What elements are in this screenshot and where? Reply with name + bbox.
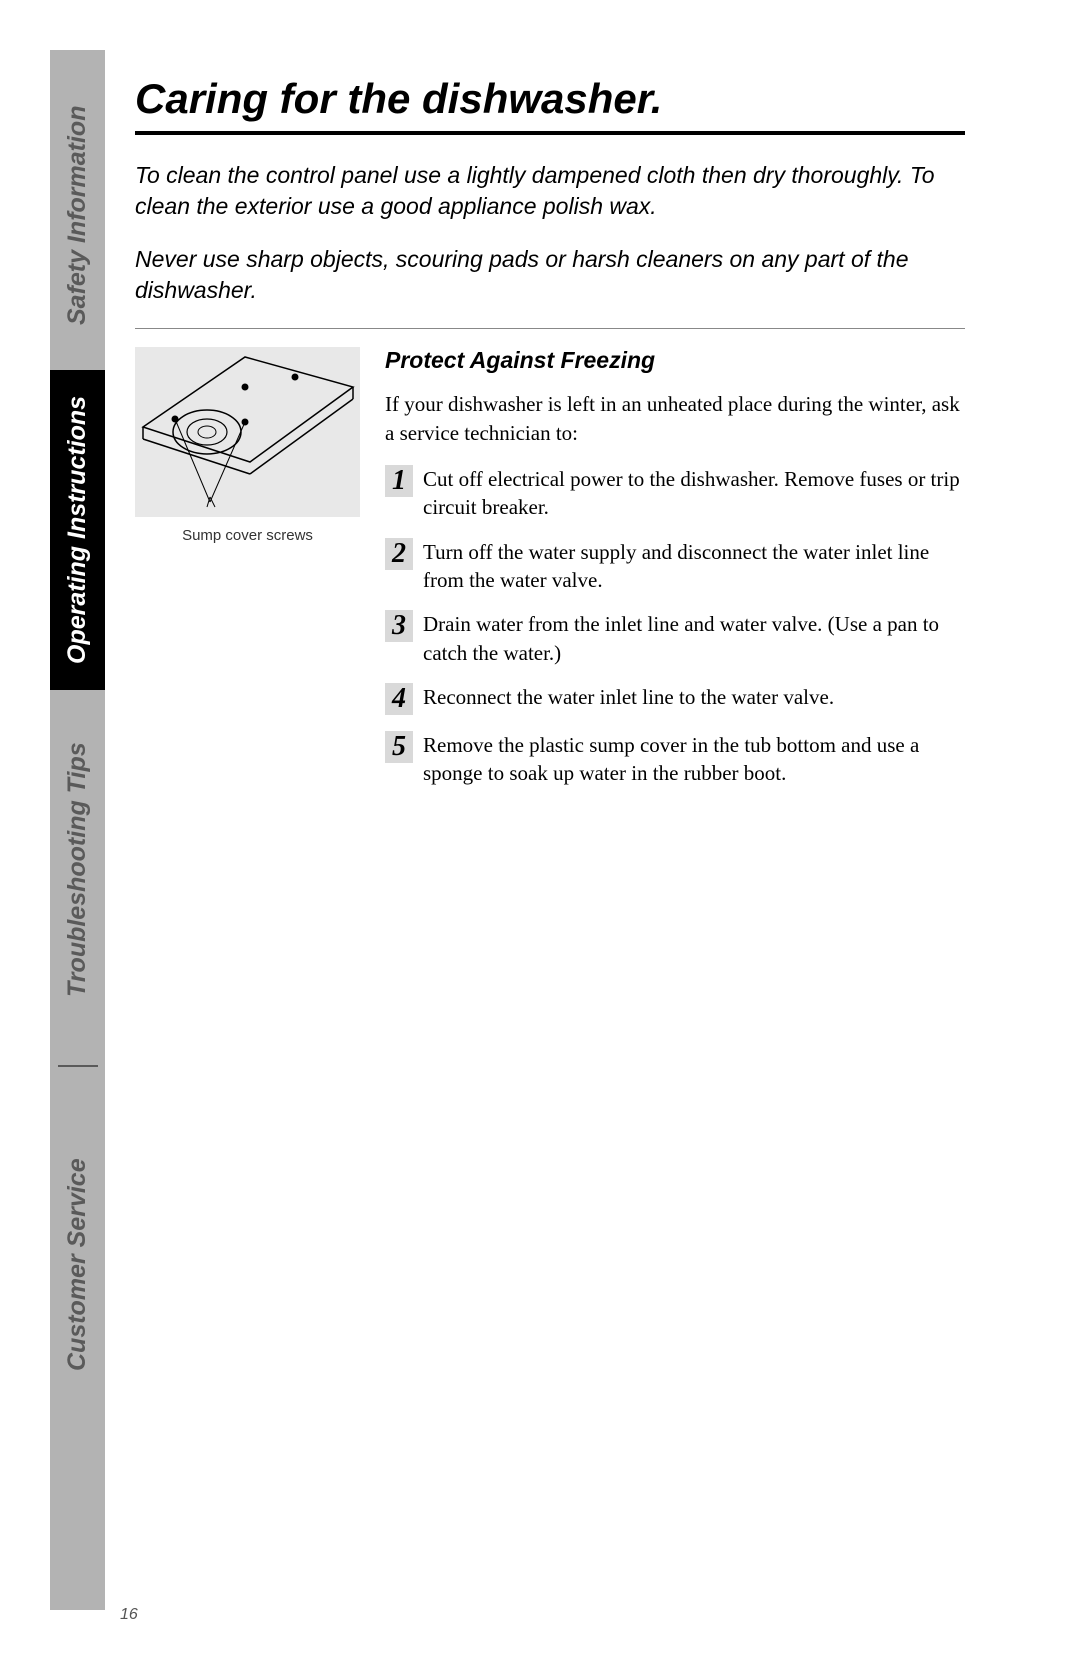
body-row: Sump cover screws Protect Against Freezi… <box>135 347 965 803</box>
step-number: 4 <box>385 683 413 715</box>
step-3: 3 Drain water from the inlet line and wa… <box>385 610 965 667</box>
tab-safety-information[interactable]: Safety Information <box>50 75 105 355</box>
step-number: 2 <box>385 538 413 570</box>
tab-label: Troubleshooting Tips <box>63 743 92 998</box>
tab-divider <box>58 1065 98 1067</box>
step-text: Turn off the water supply and disconnect… <box>423 538 965 595</box>
step-number: 5 <box>385 731 413 763</box>
section-title: Protect Against Freezing <box>385 347 965 374</box>
lead-text: If your dishwasher is left in an unheate… <box>385 390 965 447</box>
figure-caption: Sump cover screws <box>135 527 360 544</box>
page-content: Caring for the dishwasher. To clean the … <box>135 75 965 804</box>
tab-troubleshooting-tips[interactable]: Troubleshooting Tips <box>50 715 105 1025</box>
page-title: Caring for the dishwasher. <box>135 75 965 135</box>
sump-diagram-svg <box>135 347 360 517</box>
tab-label: Operating Instructions <box>63 396 92 664</box>
step-text: Remove the plastic sump cover in the tub… <box>423 731 965 788</box>
intro-paragraph-1: To clean the control panel use a lightly… <box>135 160 965 222</box>
page-number: 16 <box>120 1606 138 1624</box>
tab-operating-instructions[interactable]: Operating Instructions <box>50 370 105 690</box>
step-5: 5 Remove the plastic sump cover in the t… <box>385 731 965 788</box>
step-number: 3 <box>385 610 413 642</box>
tab-customer-service[interactable]: Customer Service <box>50 1125 105 1405</box>
step-number: 1 <box>385 465 413 497</box>
step-1: 1 Cut off electrical power to the dishwa… <box>385 465 965 522</box>
intro-paragraph-2: Never use sharp objects, scouring pads o… <box>135 244 965 306</box>
step-2: 2 Turn off the water supply and disconne… <box>385 538 965 595</box>
step-4: 4 Reconnect the water inlet line to the … <box>385 683 965 715</box>
step-text: Drain water from the inlet line and wate… <box>423 610 965 667</box>
sump-cover-diagram <box>135 347 360 517</box>
tab-label: Safety Information <box>63 105 92 324</box>
figure-column: Sump cover screws <box>135 347 360 803</box>
step-text: Reconnect the water inlet line to the wa… <box>423 683 965 715</box>
tab-label: Customer Service <box>63 1159 92 1372</box>
text-column: Protect Against Freezing If your dishwas… <box>385 347 965 803</box>
step-text: Cut off electrical power to the dishwash… <box>423 465 965 522</box>
divider <box>135 328 965 329</box>
